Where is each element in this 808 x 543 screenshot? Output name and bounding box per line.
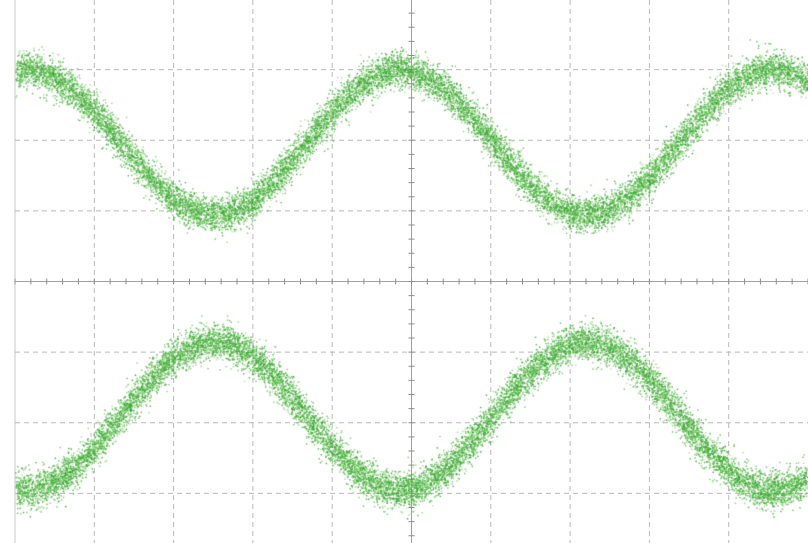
eye-diagram-plot (0, 0, 808, 543)
trace-points (0, 0, 808, 543)
trace-point-cloud (0, 0, 808, 543)
